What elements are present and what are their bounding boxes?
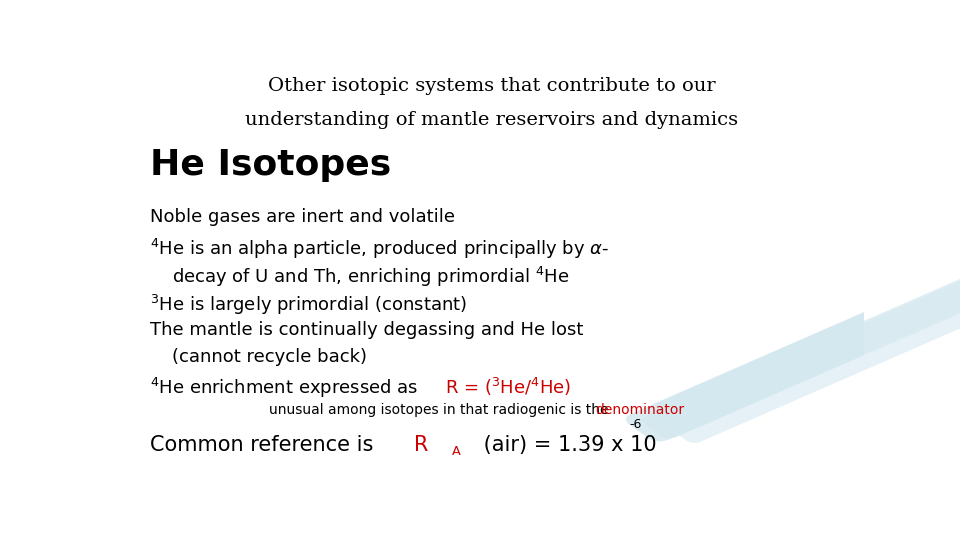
Text: understanding of mantle reservoirs and dynamics: understanding of mantle reservoirs and d… [246,111,738,129]
Text: Noble gases are inert and volatile: Noble gases are inert and volatile [150,208,455,226]
FancyBboxPatch shape [656,258,960,429]
Text: He Isotopes: He Isotopes [150,148,391,182]
FancyBboxPatch shape [656,244,960,443]
Text: unusual among isotopes in that radiogenic is the: unusual among isotopes in that radiogeni… [269,403,612,417]
Text: $^3$He is largely primordial (constant): $^3$He is largely primordial (constant) [150,293,467,317]
Text: denominator: denominator [595,403,684,417]
Text: R = ($^3$He/$^4$He): R = ($^3$He/$^4$He) [444,376,571,398]
Text: Other isotopic systems that contribute to our: Other isotopic systems that contribute t… [268,77,716,95]
Text: $^4$He enrichment expressed as: $^4$He enrichment expressed as [150,376,419,400]
Text: decay of U and Th, enriching primordial $^4$He: decay of U and Th, enriching primordial … [172,265,569,289]
Text: R: R [415,435,429,455]
FancyBboxPatch shape [642,273,960,438]
Text: The mantle is continually degassing and He lost: The mantle is continually degassing and … [150,321,583,339]
FancyBboxPatch shape [626,270,960,442]
Text: (cannot recycle back): (cannot recycle back) [172,348,367,366]
Text: Common reference is: Common reference is [150,435,380,455]
Text: A: A [452,446,461,458]
Text: (air) = 1.39 x 10: (air) = 1.39 x 10 [477,435,657,455]
Text: -6: -6 [629,418,641,431]
Text: $^4$He is an alpha particle, produced principally by $\alpha$-: $^4$He is an alpha particle, produced pr… [150,238,609,261]
